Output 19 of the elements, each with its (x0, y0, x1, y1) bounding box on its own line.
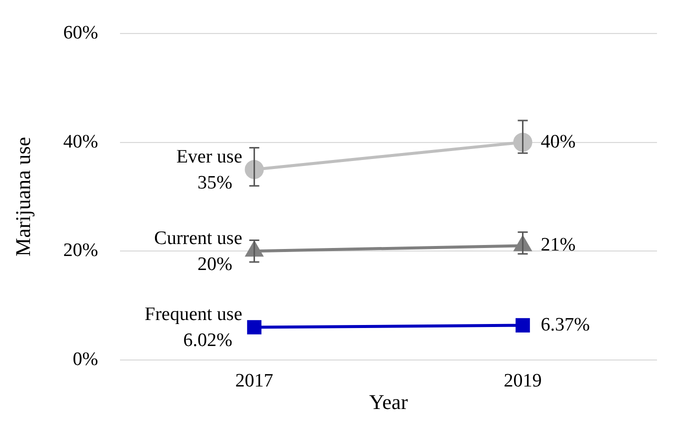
y-tick-label: 60% (63, 22, 98, 44)
x-axis-title: Year (369, 390, 408, 414)
data-label: 21% (540, 234, 576, 256)
point (247, 320, 262, 334)
data-label: 6.37% (540, 314, 590, 336)
y-axis-title: Marijuana use (11, 136, 36, 256)
x-tick-label: 2017 (235, 370, 274, 392)
x-tick-label: 2019 (504, 370, 542, 392)
y-tick-label: 40% (63, 131, 98, 152)
y-tick-label: 20% (63, 240, 98, 262)
y-tick-label: 0% (72, 348, 98, 370)
series-label: Current use (154, 228, 242, 250)
data-label: 20% (197, 254, 232, 276)
series-label: Ever use (176, 146, 242, 168)
data-label: 6.02% (183, 330, 232, 352)
series-label: Frequent use (144, 304, 242, 326)
point (516, 318, 530, 332)
data-label: 40% (540, 131, 576, 152)
data-label: 35% (197, 172, 232, 194)
